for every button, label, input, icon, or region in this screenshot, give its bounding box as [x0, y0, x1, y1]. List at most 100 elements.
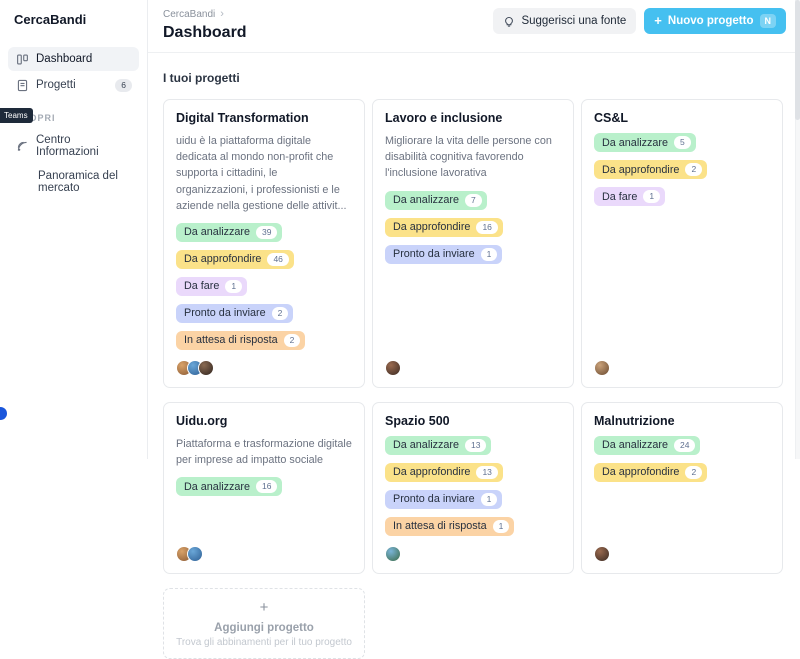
avatar-group	[176, 536, 352, 562]
status-tag-label: Da analizzare	[393, 439, 460, 452]
status-tag-count: 5	[674, 136, 691, 149]
document-icon	[15, 78, 29, 92]
status-tag-label: Da analizzare	[184, 226, 251, 239]
status-tag[interactable]: Da approfondire 46	[176, 249, 294, 269]
status-tag[interactable]: Da analizzare 39	[176, 222, 283, 242]
plus-icon: +	[654, 13, 662, 28]
projects-grid: Digital Transformation uidu è la piattaf…	[163, 99, 783, 659]
status-tag[interactable]: Da analizzare 7	[385, 190, 487, 210]
status-tag-count: 2	[271, 306, 289, 320]
status-tag-label: Da approfondire	[602, 163, 680, 176]
status-tag-count: 16	[256, 480, 278, 494]
suggest-source-button[interactable]: Suggerisci una fonte	[493, 8, 637, 34]
status-tag[interactable]: In attesa di risposta 2	[176, 330, 306, 350]
notification-dot[interactable]	[0, 407, 7, 420]
status-tag[interactable]: In attesa di risposta 1	[385, 516, 515, 536]
project-description: Piattaforma e trasformazione digitale pe…	[176, 437, 352, 467]
rss-icon	[15, 139, 29, 153]
sidebar-item-centro-informazioni[interactable]: Centro Informazioni	[8, 129, 139, 163]
plus-icon: +	[259, 598, 269, 616]
sidebar-item-panoramica-mercato[interactable]: Panoramica del mercato	[8, 165, 139, 199]
content: I tuoi progetti Digital Transformation u…	[148, 53, 800, 659]
avatar[interactable]	[385, 359, 401, 376]
section-title: I tuoi progetti	[163, 71, 240, 85]
avatar[interactable]	[385, 545, 401, 562]
status-tag-label: Pronto da inviare	[393, 493, 475, 506]
project-description: Migliorare la vita delle persone con dis…	[385, 135, 552, 180]
status-tag[interactable]: Da analizzare 24	[594, 435, 701, 455]
new-project-button[interactable]: + Nuovo progetto N	[644, 8, 786, 34]
keyboard-shortcut-badge: N	[759, 14, 776, 28]
avatar[interactable]	[594, 545, 610, 562]
status-tag-label: Pronto da inviare	[184, 307, 266, 320]
status-tag-count: 1	[480, 247, 498, 261]
status-tag-count: 2	[283, 333, 301, 347]
status-tag[interactable]: Da analizzare 5	[594, 133, 696, 152]
sidebar-item-progetti[interactable]: Progetti 6	[8, 73, 139, 97]
project-title: Uidu.org	[176, 413, 228, 428]
sidebar: CercaBandi Dashboard Progetti 6 SCOPRI	[0, 0, 148, 459]
status-tag[interactable]: Pronto da inviare 1	[385, 489, 503, 509]
main-area: CercaBandi › Dashboard Suggerisci una fo…	[148, 0, 800, 659]
breadcrumb-item[interactable]: CercaBandi	[163, 8, 216, 20]
status-tag-count: 24	[674, 438, 696, 452]
breadcrumb: CercaBandi ›	[163, 8, 784, 20]
status-tag[interactable]: Pronto da inviare 1	[385, 244, 503, 264]
status-tag-count: 2	[685, 465, 703, 479]
progetti-count-badge: 6	[115, 78, 132, 92]
status-tag[interactable]: Da analizzare 13	[385, 435, 492, 455]
project-card[interactable]: Digital Transformation uidu è la piattaf…	[163, 99, 365, 388]
status-tag-label: Da analizzare	[602, 136, 669, 149]
project-card[interactable]: Spazio 500 Da analizzare 13 Da approfondir…	[372, 401, 574, 574]
project-card[interactable]: Lavoro e inclusione Migliorare la vita d…	[372, 99, 574, 388]
project-card[interactable]: CS&L Da analizzare 5 Da approfondire 2 Da fa…	[581, 99, 783, 388]
status-tag-label: Da approfondire	[393, 221, 471, 234]
status-tag[interactable]: Da approfondire 2	[594, 462, 708, 482]
tag-list: Da analizzare 39 Da approfondire 46 Da fare 1…	[176, 222, 352, 350]
project-description: uidu è la piattaforma digitale dedicata …	[176, 135, 347, 212]
page-title: Dashboard	[163, 24, 247, 41]
sidebar-item-dashboard[interactable]: Dashboard	[8, 47, 139, 71]
avatar[interactable]	[198, 359, 214, 376]
status-tag-label: Da fare	[602, 190, 638, 203]
app-logo[interactable]: CercaBandi	[14, 12, 87, 27]
status-tag-label: Da approfondire	[393, 466, 471, 479]
status-tag-count: 39	[256, 225, 278, 239]
avatar[interactable]	[594, 359, 610, 376]
status-tag-count: 13	[465, 438, 487, 452]
project-title: Spazio 500	[385, 413, 450, 428]
status-tag-count: 16	[476, 220, 498, 234]
add-project-title: Aggiungi progetto	[214, 621, 314, 634]
status-tag-label: Da fare	[184, 280, 220, 293]
teams-badge[interactable]: Teams	[0, 108, 33, 123]
sidebar-item-label: Panoramica del mercato	[38, 170, 118, 194]
avatar[interactable]	[187, 545, 203, 562]
sidebar-item-label: Centro Informazioni	[36, 134, 99, 158]
status-tag-label: In attesa di risposta	[393, 520, 487, 533]
status-tag[interactable]: Da approfondire 13	[385, 462, 503, 482]
status-tag-count: 1	[225, 279, 243, 293]
tag-list: Da analizzare 7 Da approfondire 16 Pronto da…	[385, 190, 561, 264]
sidebar-item-label: Dashboard	[36, 53, 93, 65]
scrollbar[interactable]	[795, 0, 800, 459]
status-tag[interactable]: Da fare 1	[594, 187, 666, 206]
status-tag[interactable]: Pronto da inviare 2	[176, 303, 294, 323]
status-tag[interactable]: Da fare 1	[176, 276, 248, 296]
page-header: CercaBandi › Dashboard Suggerisci una fo…	[148, 0, 800, 53]
avatar-group	[385, 536, 561, 562]
chevron-right-icon: ›	[220, 8, 224, 20]
project-title: CS&L	[594, 111, 629, 125]
tag-list: Da analizzare 5 Da approfondire 2 Da fare 1	[594, 133, 770, 206]
status-tag[interactable]: Da approfondire 2	[594, 160, 708, 179]
sidebar-item-label: Progetti	[36, 79, 76, 91]
status-tag-label: Da analizzare	[184, 480, 251, 493]
status-tag[interactable]: Da approfondire 16	[385, 217, 503, 237]
project-title: Malnutrizione	[594, 413, 675, 428]
add-project-card[interactable]: + Aggiungi progetto Trova gli abbinament…	[163, 587, 365, 659]
status-tag-label: Da analizzare	[602, 439, 669, 452]
scrollbar-thumb[interactable]	[795, 0, 800, 120]
status-tag-label: In attesa di risposta	[184, 334, 278, 347]
project-card[interactable]: Uidu.org Piattaforma e trasformazione di…	[163, 401, 365, 574]
status-tag[interactable]: Da analizzare 16	[176, 477, 283, 497]
project-card[interactable]: Malnutrizione Da analizzare 24 Da approfon…	[581, 401, 783, 574]
